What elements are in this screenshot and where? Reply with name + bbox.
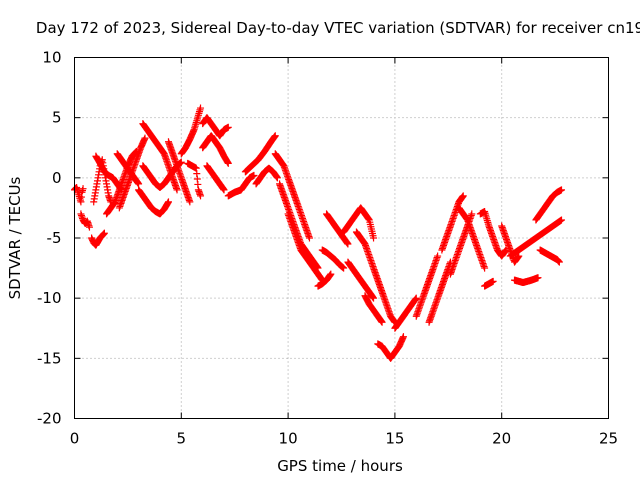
- data-point: [459, 192, 467, 200]
- y-axis-title: SDTVAR / TECUs: [6, 176, 24, 299]
- data-point: [135, 180, 143, 188]
- data-point: [186, 198, 194, 206]
- y-tick-label: -15: [37, 349, 62, 367]
- series-arc-39: [481, 277, 497, 290]
- series-arc-21: [271, 150, 313, 242]
- data-point: [481, 264, 489, 272]
- series-arc-12: [164, 138, 194, 206]
- series-arc-44: [536, 246, 563, 266]
- data-point: [79, 185, 87, 193]
- data-point: [534, 274, 542, 282]
- data-point: [141, 134, 149, 142]
- series-arc-37: [455, 204, 489, 272]
- series-arc-01: [71, 183, 87, 206]
- series-arc-22: [276, 180, 322, 272]
- data-point: [177, 158, 185, 166]
- series-arc-43: [532, 186, 566, 224]
- x-tick-label: 20: [492, 430, 511, 448]
- series-arc-13: [177, 104, 205, 158]
- data-point: [305, 234, 313, 242]
- y-tick-label: -20: [37, 410, 62, 428]
- series-arc-38: [476, 208, 510, 260]
- data-point: [378, 318, 386, 326]
- series-arc-28: [344, 258, 378, 302]
- x-axis-ticks: 0 5 10 15 20 25: [70, 57, 618, 448]
- series-arc-23: [284, 210, 326, 284]
- chart-title: Day 172 of 2023, Sidereal Day-to-day VTE…: [36, 19, 640, 37]
- series-arc-02: [77, 210, 93, 231]
- data-point: [434, 252, 442, 260]
- series-arc-18: [224, 171, 258, 200]
- data-point: [489, 277, 497, 285]
- series-arc-26: [323, 210, 352, 248]
- data-point: [250, 171, 258, 179]
- series-arc-19: [241, 132, 279, 176]
- grid: [74, 57, 609, 419]
- data-point: [224, 123, 232, 131]
- data-point: [412, 294, 420, 302]
- data-point: [224, 159, 232, 167]
- series-arc-10: [135, 186, 172, 218]
- x-tick-label: 25: [599, 430, 618, 448]
- data-point: [370, 294, 378, 302]
- y-tick-label: 5: [52, 109, 62, 127]
- x-tick-label: 5: [177, 430, 187, 448]
- y-axis-ticks: -20 -15 -10 -5 0 5 10: [37, 49, 609, 428]
- series-arc-34: [425, 258, 454, 326]
- series-arc-25: [318, 246, 348, 272]
- data-point: [220, 186, 228, 194]
- plot-frame: [74, 57, 609, 419]
- series-arc-06: [103, 147, 140, 218]
- series-arc-31: [374, 333, 407, 362]
- data-point: [344, 240, 352, 248]
- data-point: [399, 333, 407, 341]
- data-point: [85, 223, 93, 231]
- data-point: [558, 216, 566, 224]
- data-point: [197, 104, 205, 112]
- y-tick-label: 10: [42, 49, 61, 67]
- series-arc-08: [115, 134, 149, 212]
- data-point: [555, 258, 563, 266]
- series-arc-33: [412, 252, 442, 320]
- data-point: [273, 174, 281, 182]
- series-arc-30: [361, 292, 386, 326]
- data-point: [164, 198, 172, 206]
- series-arc-24: [314, 270, 335, 290]
- series-arc-09: [139, 120, 181, 194]
- data-point: [327, 270, 335, 278]
- y-tick-label: 0: [52, 169, 62, 187]
- x-tick-label: 15: [385, 430, 404, 448]
- data-point: [558, 186, 566, 194]
- series-arc-41: [511, 274, 542, 287]
- series-arc-15: [199, 132, 232, 167]
- series-arc-03: [88, 229, 108, 249]
- x-axis-title: GPS time / hours: [277, 457, 403, 475]
- data-point: [370, 234, 378, 242]
- data-point: [271, 132, 279, 140]
- data-point: [100, 229, 108, 237]
- x-tick-label: 0: [70, 430, 80, 448]
- data-points: [71, 104, 566, 362]
- y-tick-label: -5: [47, 229, 62, 247]
- series-arc-16: [199, 114, 232, 140]
- series-arc-42: [506, 216, 566, 260]
- x-tick-label: 10: [279, 430, 298, 448]
- series-arc-17: [203, 162, 228, 194]
- series-arc-27: [340, 204, 378, 242]
- series-arc-14: [184, 159, 205, 200]
- data-point: [197, 192, 205, 200]
- data-point: [340, 264, 348, 272]
- series-arc-32: [391, 294, 420, 332]
- y-tick-label: -10: [37, 289, 62, 307]
- series-arc-20: [252, 164, 281, 188]
- data-point: [173, 186, 181, 194]
- series-arc-29: [352, 228, 399, 326]
- data-point: [468, 210, 476, 218]
